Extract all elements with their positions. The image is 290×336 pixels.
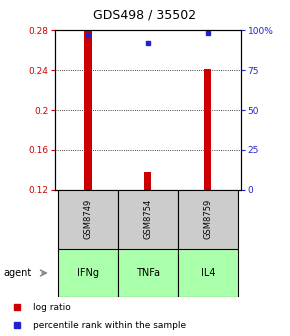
Bar — [118, 249, 178, 297]
Bar — [178, 190, 238, 249]
Text: agent: agent — [3, 268, 31, 278]
Text: GDS498 / 35502: GDS498 / 35502 — [93, 8, 197, 22]
Text: IL4: IL4 — [200, 268, 215, 278]
Text: IFNg: IFNg — [77, 268, 99, 278]
Text: GSM8749: GSM8749 — [84, 199, 93, 239]
Bar — [178, 249, 238, 297]
Bar — [58, 249, 118, 297]
Text: TNFa: TNFa — [136, 268, 160, 278]
Bar — [204, 69, 211, 190]
Bar — [84, 30, 92, 190]
Text: log ratio: log ratio — [33, 303, 71, 312]
Text: percentile rank within the sample: percentile rank within the sample — [33, 321, 186, 330]
Bar — [118, 190, 178, 249]
Bar — [144, 172, 151, 190]
Bar — [58, 190, 118, 249]
Text: GSM8754: GSM8754 — [143, 199, 153, 239]
Text: GSM8759: GSM8759 — [203, 199, 212, 239]
